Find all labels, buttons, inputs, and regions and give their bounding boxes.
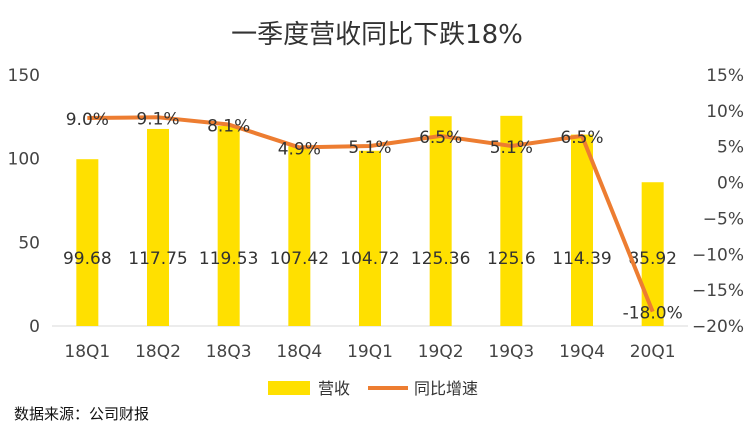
growth-value-label: 9.0% [66, 110, 109, 130]
growth-line [87, 115, 655, 313]
growth-value-label: 4.9% [278, 139, 321, 159]
right-axis-tick-label: −5% [703, 209, 744, 229]
revenue-bar [429, 116, 452, 327]
source-note: 数据来源：公司财报 [14, 405, 150, 423]
combo-chart: 0 50 100 150 15% 10% 5% 0% −5% −10% −15% −20% 18Q1… [8, 66, 744, 398]
revenue-value-label: 99.68 [63, 249, 112, 269]
right-axis-tick-label: 15% [706, 66, 744, 86]
right-axis-tick-label: 10% [706, 102, 744, 122]
category-label: 19Q4 [559, 342, 605, 362]
category-label: 18Q4 [276, 342, 322, 362]
left-axis-tick-label: 150 [8, 66, 40, 86]
revenue-value-label: 107.42 [270, 249, 329, 269]
category-label: 18Q2 [135, 342, 181, 362]
category-label: 18Q3 [206, 342, 252, 362]
revenue-value-label: 119.53 [199, 249, 258, 269]
chart-title: 一季度营收同比下跌18% [231, 20, 523, 50]
revenue-bar [76, 159, 99, 326]
revenue-value-label: 125.36 [411, 249, 470, 269]
category-label: 19Q1 [347, 342, 393, 362]
category-label: 20Q1 [630, 342, 676, 362]
growth-value-label: -18.0% [623, 304, 683, 324]
left-axis-tick-label: 100 [8, 150, 40, 170]
revenue-value-label: 114.39 [552, 249, 611, 269]
left-axis-tick-label: 50 [18, 233, 40, 253]
revenue-value-label: 104.72 [340, 249, 399, 269]
right-axis-tick-label: 0% [717, 174, 744, 194]
category-label: 18Q1 [64, 342, 110, 362]
growth-value-label: 6.5% [419, 128, 462, 148]
revenue-bar [571, 134, 593, 326]
revenue-value-label: 117.75 [128, 249, 187, 269]
revenue-bar [500, 115, 523, 326]
right-axis-tick-label: −20% [692, 317, 744, 337]
revenue-bar [217, 125, 240, 326]
revenue-value-label: 85.92 [628, 249, 677, 269]
right-axis-tick-label: 5% [717, 138, 744, 158]
revenue-bar [147, 128, 169, 326]
growth-value-label: 8.1% [207, 116, 250, 136]
revenue-bar [641, 182, 664, 326]
growth-value-label: 5.1% [490, 138, 533, 158]
growth-value-label: 5.1% [348, 138, 391, 158]
revenue-bar [359, 150, 381, 326]
right-axis-tick-label: −10% [692, 245, 744, 265]
legend-swatch-revenue [268, 381, 310, 395]
left-axis-tick-label: 0 [29, 317, 40, 337]
category-label: 19Q3 [488, 342, 534, 362]
growth-value-label: 6.5% [560, 128, 603, 148]
category-label: 19Q2 [418, 342, 464, 362]
right-axis-tick-label: −15% [692, 281, 744, 301]
revenue-value-label: 125.6 [487, 249, 536, 269]
legend-label-growth: 同比增速 [414, 379, 478, 398]
revenue-bar [288, 146, 311, 326]
growth-value-label: 9.1% [136, 109, 179, 129]
legend-label-revenue: 营收 [318, 379, 350, 398]
